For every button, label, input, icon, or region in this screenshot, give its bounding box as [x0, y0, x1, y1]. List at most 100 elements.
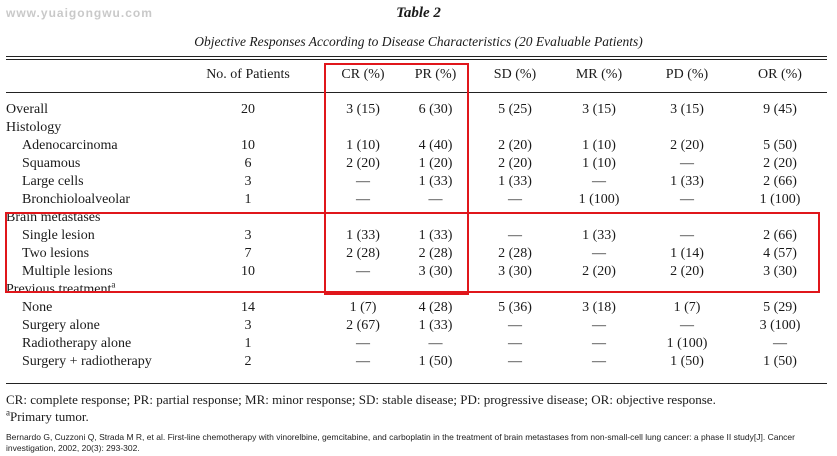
table-row: Single lesion 3 1 (33) 1 (33) — 1 (33) — 2 (66) [6, 227, 827, 245]
row-label: Brain metastases [6, 209, 168, 227]
table-cell: — [592, 318, 606, 333]
table-cell: — [508, 192, 522, 207]
table-cell: — [508, 354, 522, 369]
header-no-of-patients: No. of Patients [206, 67, 290, 82]
table-cell [641, 119, 733, 137]
table-cell: 1 (33) [498, 174, 532, 189]
header-sd: SD (%) [493, 67, 537, 82]
table-cell: 1 (33) [670, 174, 704, 189]
table-cell: 2 (20) [763, 156, 797, 171]
table-cell: — [356, 264, 370, 279]
table-cell: 2 (20) [498, 156, 532, 171]
table-cell: — [680, 228, 694, 243]
table-cell [641, 281, 733, 299]
table-cell: 1 (33) [418, 174, 453, 189]
row-label-text: Surgery alone [22, 318, 100, 333]
table-cell: 10 [241, 138, 255, 153]
row-label-text: Brain metastases [6, 210, 101, 225]
table-cell: 3 (100) [759, 318, 801, 333]
row-label: Histology [6, 119, 168, 137]
table-cell [168, 281, 328, 299]
table-cell [473, 281, 557, 299]
table-cell: — [680, 156, 694, 171]
table-cell: 5 (25) [498, 102, 532, 117]
row-label-text: Adenocarcinoma [22, 138, 118, 153]
table-cell: 4 (40) [418, 138, 453, 153]
table-cell: 1 (7) [349, 300, 377, 315]
table-cell: — [592, 354, 606, 369]
row-label: Bronchioloalveolar [6, 191, 168, 209]
bottom-rule [6, 383, 827, 384]
table-cell: 3 [244, 318, 252, 333]
row-label: Squamous [6, 155, 168, 173]
table-cell: 6 (30) [418, 102, 453, 117]
table-cell: 2 (20) [346, 156, 380, 171]
table-cell: — [356, 192, 370, 207]
table-cell: 6 [244, 156, 252, 171]
table-cell [557, 209, 641, 227]
table-cell: 1 (33) [582, 228, 616, 243]
table-cell: 3 (30) [418, 264, 453, 279]
table-cell: 1 (100) [759, 192, 801, 207]
top-rule [6, 56, 827, 57]
header-cr: CR (%) [341, 67, 385, 82]
table-cell [557, 119, 641, 137]
table-cell: — [428, 336, 443, 351]
table-cell: 1 (100) [578, 192, 620, 207]
row-label: Surgery alone [6, 317, 168, 335]
table-row: Surgery alone 3 2 (67) 1 (33) — — — 3 (100) [6, 317, 827, 335]
row-label: Previous treatmenta [6, 279, 168, 299]
table-cell: 4 (28) [418, 300, 453, 315]
table-cell: 2 [244, 354, 252, 369]
table-cell: 3 (15) [670, 102, 704, 117]
table-cell: 7 [244, 246, 252, 261]
table-cell: 1 (20) [418, 156, 453, 171]
row-label-text: Overall [6, 102, 48, 117]
header-or: OR (%) [758, 67, 802, 82]
table-cell: 2 (28) [346, 246, 380, 261]
table-row: Multiple lesions 10 — 3 (30) 3 (30) 2 (20) 2 (… [6, 263, 827, 281]
table-cell [168, 119, 328, 137]
table-cell: 5 (50) [763, 138, 797, 153]
table-cell [641, 209, 733, 227]
results-table: No. of Patients CR (%) PR (%) SD (%) MR … [6, 61, 827, 371]
row-label: Single lesion [6, 227, 168, 245]
footnote-marker: a [111, 279, 116, 290]
table-cell: 5 (36) [498, 300, 532, 315]
table-row: Two lesions 7 2 (28) 2 (28) 2 (28) — 1 (14) 4 (… [6, 245, 827, 263]
table-cell: — [356, 336, 370, 351]
header-pr: PR (%) [414, 67, 457, 82]
abbreviations-footnote: CR: complete response; PR: partial respo… [6, 392, 716, 407]
table-cell: 3 [244, 228, 252, 243]
table-cell [733, 119, 827, 137]
table-row: Surgery + radiotherapy 2 — 1 (50) — — 1 (50) 1 … [6, 353, 827, 371]
citation: Bernardo G, Cuzzoni Q, Strada M R, et al… [6, 432, 795, 453]
header-rule [6, 92, 827, 93]
row-label-text: Histology [6, 120, 62, 135]
row-label-text: Multiple lesions [22, 264, 113, 279]
table-body: Overall 20 3 (15) 6 (30) 5 (25) 3 (15) 3 (15) 9… [6, 89, 827, 371]
table-row: Large cells 3 — 1 (33) 1 (33) — 1 (33) 2 (66) [6, 173, 827, 191]
table-cell: 3 (15) [582, 102, 616, 117]
table-cell: 1 (7) [673, 300, 701, 315]
table-subtitle: Objective Responses According to Disease… [194, 34, 643, 49]
table-cell [168, 209, 328, 227]
row-label: Large cells [6, 173, 168, 191]
table-cell: 1 [244, 336, 252, 351]
row-label-text: Surgery + radiotherapy [22, 354, 152, 369]
table-cell [398, 119, 473, 137]
table-cell: — [356, 174, 370, 189]
row-label-text: None [22, 300, 53, 315]
table-cell: — [773, 336, 787, 351]
row-label: Multiple lesions [6, 263, 168, 281]
row-label-text: Bronchioloalveolar [22, 192, 131, 207]
table-cell: 2 (20) [582, 264, 616, 279]
table-cell: 1 (50) [670, 354, 704, 369]
table-cell: 2 (66) [763, 228, 797, 243]
row-label: Overall [6, 89, 168, 119]
table-cell: 3 (30) [763, 264, 797, 279]
table-cell: 2 (20) [498, 138, 532, 153]
watermark: www.yuaigongwu.com [6, 6, 153, 20]
row-label: Radiotherapy alone [6, 335, 168, 353]
header-characteristic [6, 61, 168, 89]
